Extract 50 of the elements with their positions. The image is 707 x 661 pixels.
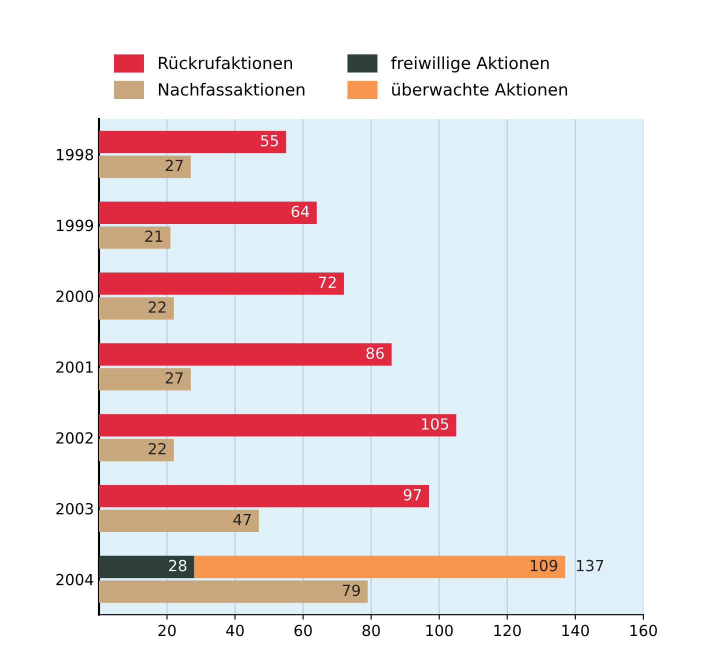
data-label: 72 xyxy=(318,276,336,288)
bar xyxy=(98,438,174,462)
data-label: 64 xyxy=(292,206,310,218)
data-label: 27 xyxy=(166,372,183,384)
bar xyxy=(98,202,317,224)
bar xyxy=(98,368,191,390)
y-tick-label: 2002 xyxy=(56,432,93,444)
x-tick-label: 80 xyxy=(362,624,380,636)
data-label: 105 xyxy=(422,418,448,430)
data-label: 86 xyxy=(366,347,384,359)
bar xyxy=(98,297,174,320)
y-tick-label: 2001 xyxy=(56,361,93,373)
y-tick-label: 1998 xyxy=(56,148,94,160)
data-label: 109 xyxy=(530,560,558,572)
bar xyxy=(98,556,194,578)
data-label: 28 xyxy=(169,560,186,572)
data-label: 21 xyxy=(145,230,162,242)
data-label: 97 xyxy=(404,488,421,501)
bar xyxy=(98,484,430,508)
bar xyxy=(98,580,368,603)
bar xyxy=(98,343,392,366)
x-tick-label: 100 xyxy=(426,624,453,636)
data-label: 55 xyxy=(261,135,278,146)
x-tick-label: 160 xyxy=(630,624,657,636)
legend-label: freiwillige Aktionen xyxy=(391,56,549,72)
bar xyxy=(98,414,456,436)
data-label: 27 xyxy=(166,160,183,171)
bar xyxy=(194,556,566,578)
legend-label: Nachfassaktionen xyxy=(158,82,304,96)
bar xyxy=(98,510,259,532)
legend-label: Rückrufaktionen xyxy=(158,56,292,70)
legend-label: überwachte Aktionen xyxy=(392,82,568,96)
x-tick-label: 120 xyxy=(494,624,521,636)
y-tick-label: 2004 xyxy=(56,574,94,586)
data-label: 79 xyxy=(342,584,360,596)
data-label: 22 xyxy=(148,301,166,313)
y-tick-label: 1999 xyxy=(56,220,94,232)
x-tick-label: 20 xyxy=(158,624,176,636)
x-tick-label: 60 xyxy=(294,624,312,636)
bar xyxy=(98,226,170,249)
bar xyxy=(98,130,286,154)
bar xyxy=(98,272,344,295)
annotation: 137 xyxy=(577,560,604,572)
x-tick-label: 140 xyxy=(562,624,589,636)
y-tick-label: 2003 xyxy=(56,502,93,515)
bar xyxy=(98,156,191,178)
data-label: 47 xyxy=(233,514,251,526)
y-tick-label: 2000 xyxy=(56,290,94,302)
x-tick-label: 40 xyxy=(226,624,244,636)
data-label: 22 xyxy=(148,442,166,454)
